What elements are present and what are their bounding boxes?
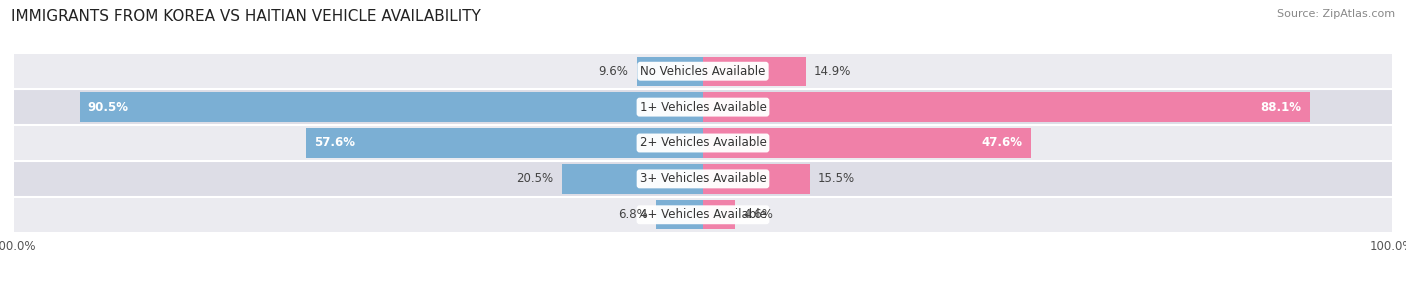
Bar — [14, 89, 1392, 125]
Text: 6.8%: 6.8% — [619, 208, 648, 221]
Bar — [80, 92, 703, 122]
Bar — [14, 125, 1392, 161]
Text: IMMIGRANTS FROM KOREA VS HAITIAN VEHICLE AVAILABILITY: IMMIGRANTS FROM KOREA VS HAITIAN VEHICLE… — [11, 9, 481, 23]
Bar — [703, 128, 1031, 158]
Bar — [562, 164, 703, 194]
Bar — [307, 128, 703, 158]
Bar — [703, 92, 1310, 122]
Bar — [14, 53, 1392, 89]
Text: 4+ Vehicles Available: 4+ Vehicles Available — [640, 208, 766, 221]
Text: 90.5%: 90.5% — [87, 101, 129, 114]
Text: No Vehicles Available: No Vehicles Available — [640, 65, 766, 78]
Bar — [703, 164, 810, 194]
Text: 3+ Vehicles Available: 3+ Vehicles Available — [640, 172, 766, 185]
Text: 9.6%: 9.6% — [599, 65, 628, 78]
Text: 15.5%: 15.5% — [818, 172, 855, 185]
Text: 14.9%: 14.9% — [814, 65, 851, 78]
Text: 20.5%: 20.5% — [516, 172, 554, 185]
Bar — [14, 197, 1392, 233]
Text: Source: ZipAtlas.com: Source: ZipAtlas.com — [1277, 9, 1395, 19]
Text: 57.6%: 57.6% — [315, 136, 356, 150]
Bar — [637, 57, 703, 86]
Bar — [657, 200, 703, 229]
Bar — [703, 57, 806, 86]
Bar — [703, 200, 735, 229]
Text: 88.1%: 88.1% — [1261, 101, 1302, 114]
Text: 4.6%: 4.6% — [742, 208, 773, 221]
Text: 1+ Vehicles Available: 1+ Vehicles Available — [640, 101, 766, 114]
Text: 47.6%: 47.6% — [981, 136, 1022, 150]
Bar — [14, 161, 1392, 197]
Text: 2+ Vehicles Available: 2+ Vehicles Available — [640, 136, 766, 150]
